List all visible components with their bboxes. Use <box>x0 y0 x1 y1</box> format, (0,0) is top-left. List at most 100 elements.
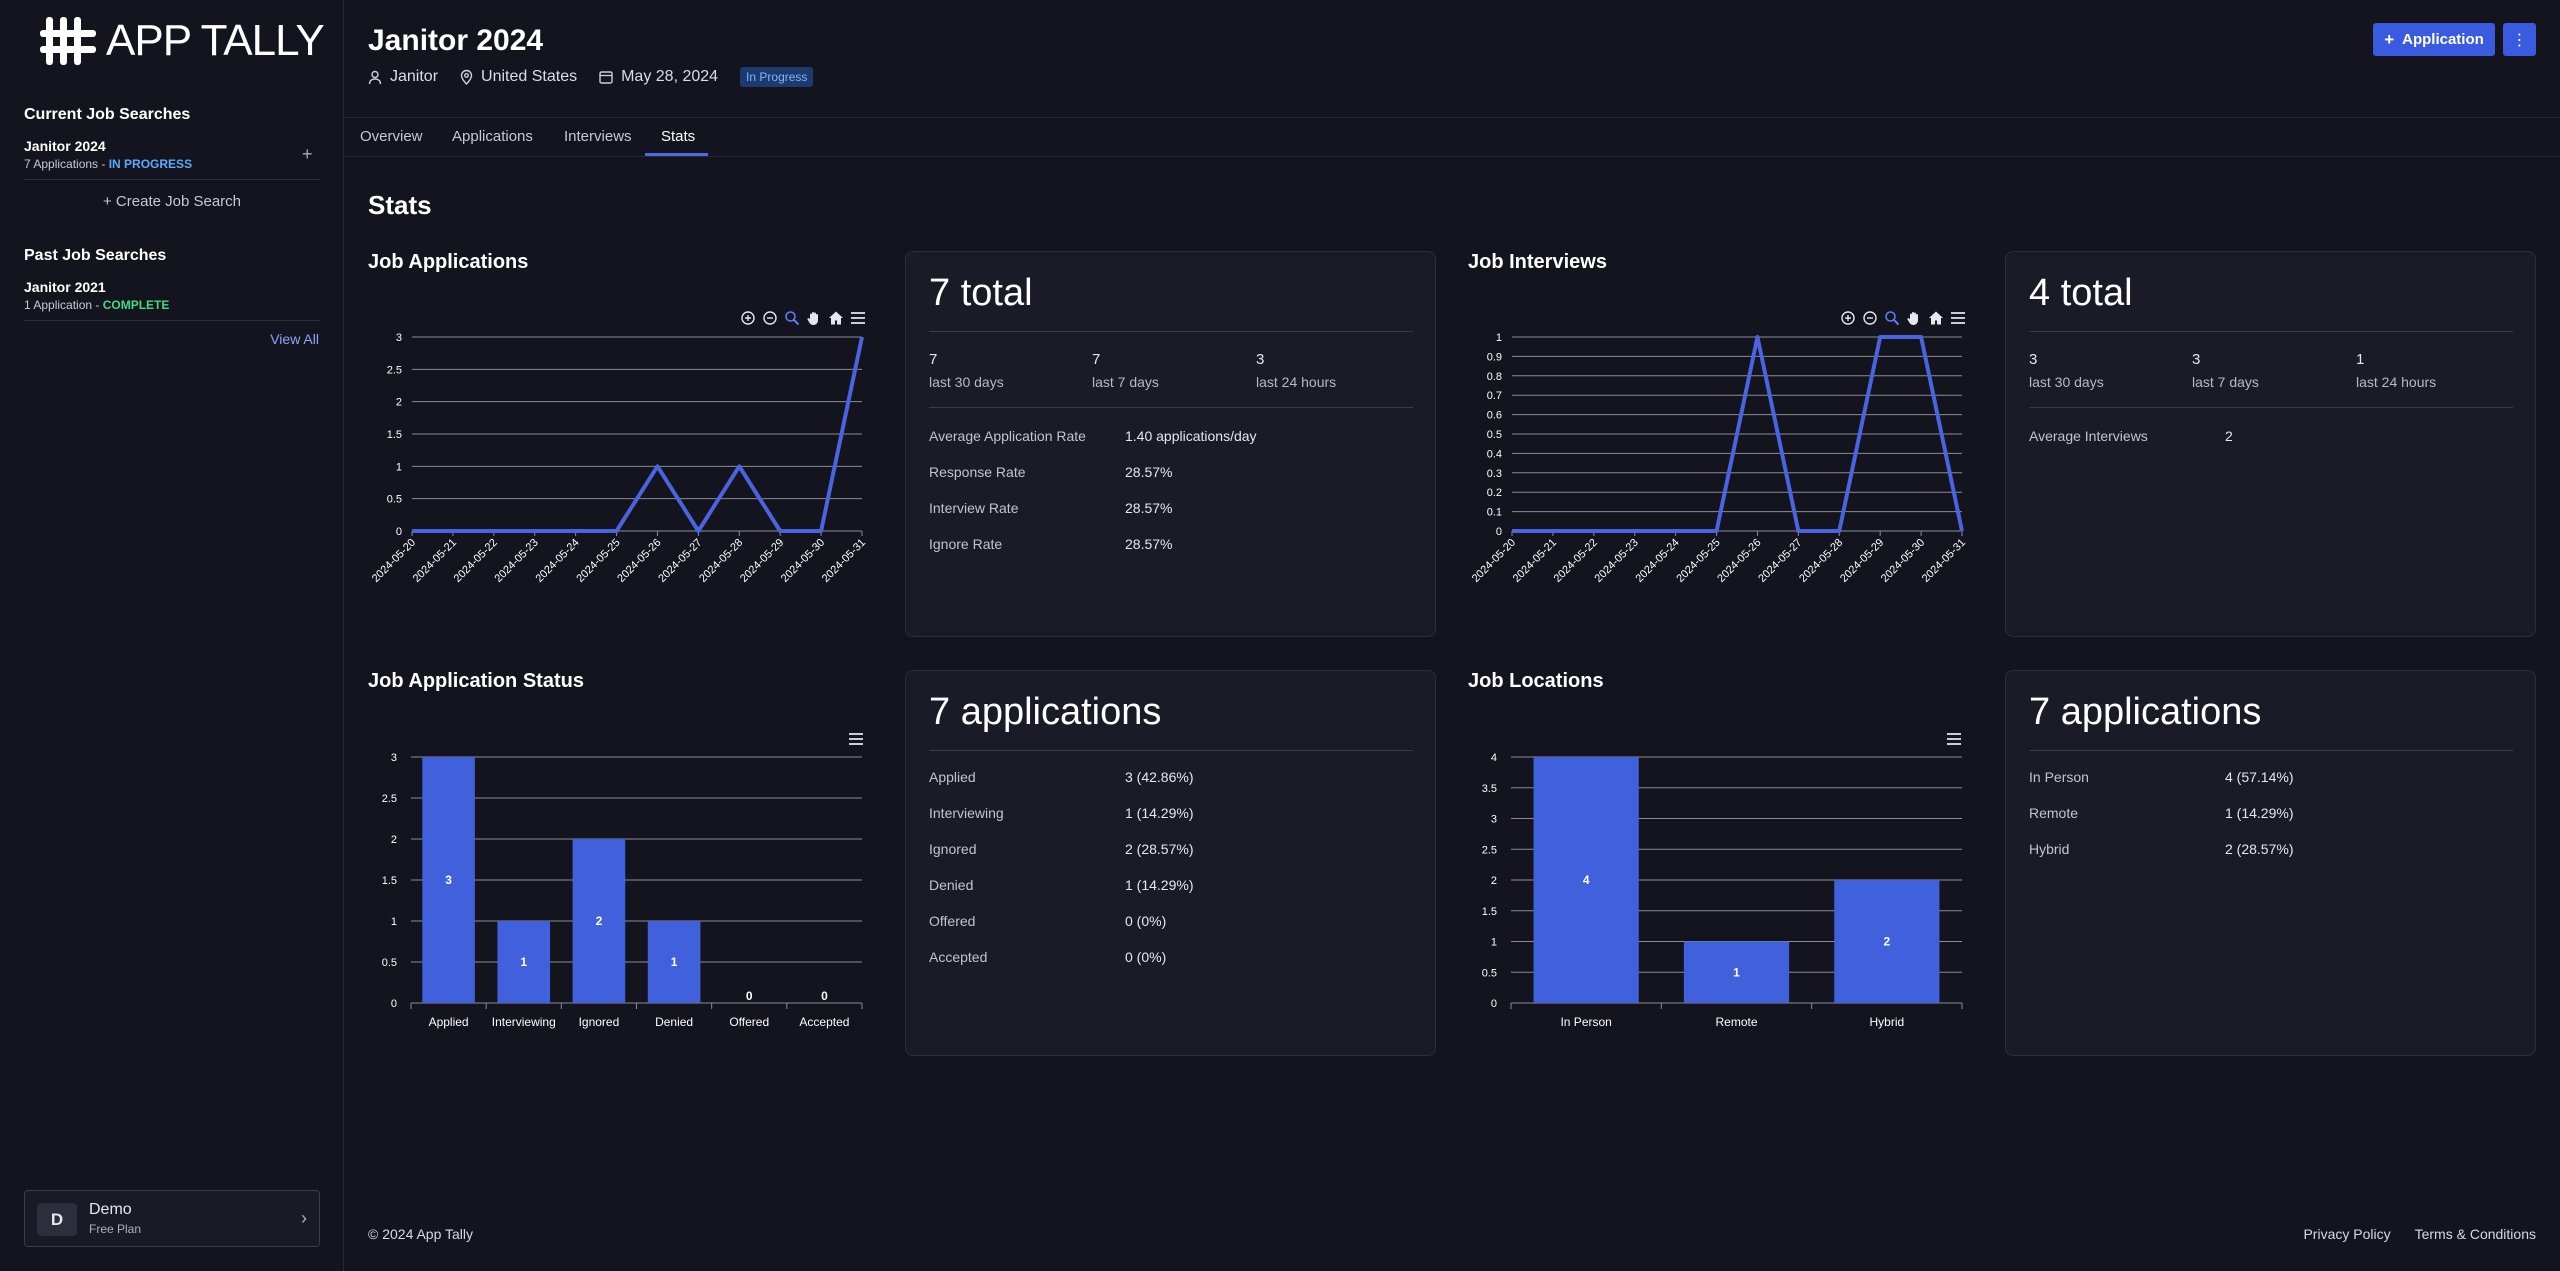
bar <box>647 921 701 1003</box>
current-searches-title: Current Job Searches <box>24 106 191 123</box>
zoom-out-icon[interactable] <box>1862 310 1878 331</box>
y-tick-label: 0.6 <box>1487 410 1502 422</box>
stat-value: 0 (0%) <box>1125 949 1167 965</box>
stat-value: 2 <box>2225 428 2233 444</box>
kpi-value: 7 <box>929 351 938 368</box>
stat-label: Ignore Rate <box>929 536 1003 552</box>
sidebar-item-janitor-2024[interactable]: Janitor 2024 7 Applications - IN PROGRES… <box>24 138 320 171</box>
x-category-label: Hybrid <box>1869 1015 1904 1029</box>
divider <box>2029 750 2513 751</box>
zoom-in-icon[interactable] <box>740 310 756 331</box>
tab-overview[interactable]: Overview <box>360 128 423 145</box>
job-application-status-chart: 0 0.5 1 1.5 2 2.5 3 3 Applied 1 Interviewing 2 Ignor… <box>382 752 863 1029</box>
menu-icon[interactable] <box>850 311 866 330</box>
stat-label: Interviewing <box>929 805 1004 821</box>
sidebar-item-janitor-2021[interactable]: Janitor 2021 1 Application - COMPLETE <box>24 279 320 312</box>
avatar: D <box>37 1203 77 1236</box>
total-applications: 7 total <box>929 272 1033 314</box>
x-category-label: Accepted <box>799 1015 849 1029</box>
y-tick-label: 0.2 <box>1487 487 1502 499</box>
stat-label: Average Application Rate <box>929 428 1086 444</box>
home-icon[interactable] <box>1928 310 1944 331</box>
locations-summary-card: 7 applications In Person 4 (57.14%) Remo… <box>2005 670 2536 1056</box>
total-applications: 7 applications <box>2029 691 2262 733</box>
menu-icon[interactable] <box>848 732 864 751</box>
stat-label: Denied <box>929 877 974 893</box>
stat-label: Ignored <box>929 841 977 857</box>
search-title: Janitor 2021 <box>24 279 106 295</box>
kpi-label: last 24 hours <box>1256 374 1337 390</box>
y-tick-label: 3 <box>1491 814 1497 826</box>
job-applications-chart: 00.511.522.532024-05-202024-05-212024-05… <box>370 332 868 585</box>
home-icon[interactable] <box>828 310 844 331</box>
stat-value: 2 (28.57%) <box>2225 841 2294 857</box>
more-options-button[interactable]: ⋮ <box>2503 23 2536 56</box>
stat-label: Interview Rate <box>929 500 1019 516</box>
plus-icon: + <box>2384 29 2395 49</box>
status-summary-card: 7 applications Applied 3 (42.86%) Interv… <box>905 670 1436 1056</box>
selection-zoom-icon[interactable] <box>784 310 800 331</box>
stat-label: In Person <box>2029 769 2089 785</box>
menu-icon[interactable] <box>1950 311 1966 330</box>
y-tick-label: 0.9 <box>1487 351 1502 363</box>
search-subtitle: 1 Application - COMPLETE <box>24 298 170 312</box>
y-tick-label: 2 <box>391 834 397 846</box>
app-logo[interactable]: APP TALLY <box>40 16 325 66</box>
selection-zoom-icon[interactable] <box>1884 310 1900 331</box>
series-line <box>1512 335 1964 533</box>
y-tick-label: 0.1 <box>1487 507 1502 519</box>
tab-stats[interactable]: Stats <box>661 128 696 145</box>
add-icon[interactable]: + <box>302 144 313 164</box>
zoom-in-icon[interactable] <box>1840 310 1856 331</box>
view-all-link[interactable]: View All <box>270 331 319 347</box>
tab-applications[interactable]: Applications <box>452 128 533 145</box>
y-tick-label: 0.5 <box>1487 429 1502 441</box>
bar <box>1533 757 1639 1003</box>
create-job-search-button[interactable]: + Create Job Search <box>103 193 241 210</box>
x-category-label: Ignored <box>579 1015 620 1029</box>
user-menu[interactable]: D Demo Free Plan › <box>24 1190 320 1247</box>
stat-value: 1 (14.29%) <box>1125 877 1194 893</box>
add-application-button[interactable]: + Application <box>2373 23 2495 56</box>
search-title: Janitor 2024 <box>24 138 106 154</box>
job-interviews-chart: 00.10.20.30.40.50.60.70.80.912024-05-202… <box>1470 332 1968 585</box>
stat-value: 28.57% <box>1125 536 1173 552</box>
logo-icon <box>40 17 96 65</box>
pan-icon[interactable] <box>1906 310 1922 331</box>
bar-value-label: 4 <box>1583 873 1590 887</box>
past-searches-title: Past Job Searches <box>24 247 167 264</box>
search-subtitle: 7 Applications - IN PROGRESS <box>24 157 193 171</box>
bar <box>1834 880 1940 1003</box>
kpi-value: 1 <box>2356 351 2365 368</box>
menu-icon[interactable] <box>1946 732 1962 751</box>
divider <box>929 407 1413 408</box>
location-pin-icon <box>460 69 473 85</box>
y-tick-label: 2 <box>396 397 402 409</box>
more-vertical-icon: ⋮ <box>2511 31 2528 49</box>
y-tick-label: 1 <box>396 461 402 473</box>
page-title: Janitor 2024 <box>368 24 544 57</box>
chart-toolbar <box>1940 732 1962 751</box>
interviews-summary-card: 4 total 3 last 30 days 3 last 7 days 1 l… <box>2005 251 2536 637</box>
stat-value: 1.40 applications/day <box>1125 428 1257 444</box>
terms-link[interactable]: Terms & Conditions <box>2414 1226 2536 1242</box>
stat-value: 3 (42.86%) <box>1125 769 1194 785</box>
status-label: IN PROGRESS <box>108 157 193 171</box>
privacy-policy-link[interactable]: Privacy Policy <box>2303 1226 2391 1242</box>
bar-value-label: 1 <box>671 955 678 969</box>
x-category-label: In Person <box>1560 1015 1611 1029</box>
stat-value: 4 (57.14%) <box>2225 769 2294 785</box>
bar <box>422 757 475 1003</box>
stat-label: Response Rate <box>929 464 1026 480</box>
bar-value-label: 3 <box>445 873 452 887</box>
y-tick-label: 1.5 <box>1482 906 1497 918</box>
meta-location: United States <box>460 68 577 86</box>
x-category-label: Denied <box>655 1015 693 1029</box>
pan-icon[interactable] <box>806 310 822 331</box>
stat-value: 0 (0%) <box>1125 913 1167 929</box>
stat-label: Average Interviews <box>2029 428 2148 444</box>
y-tick-label: 2.5 <box>1482 844 1497 856</box>
chart-toolbar <box>1834 310 1966 331</box>
tab-interviews[interactable]: Interviews <box>564 128 632 145</box>
zoom-out-icon[interactable] <box>762 310 778 331</box>
